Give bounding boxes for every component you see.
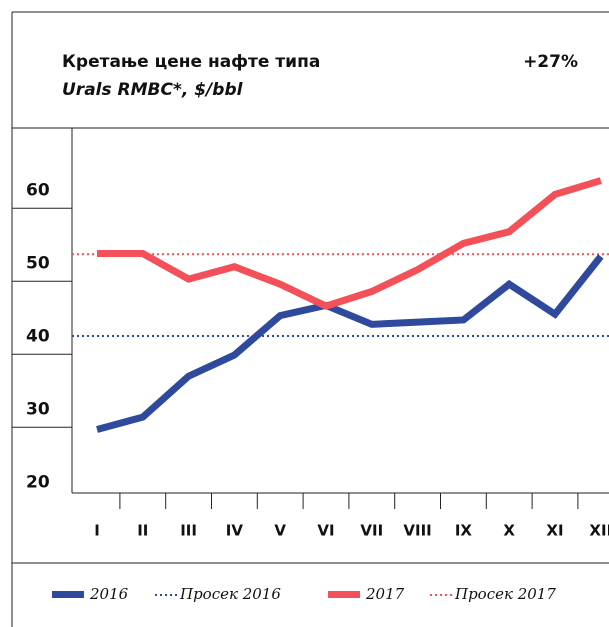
x-tick-label: XII bbox=[589, 522, 609, 540]
x-tick-label: VIII bbox=[403, 522, 431, 540]
legend-swatch bbox=[52, 591, 84, 598]
x-tick-label: VI bbox=[317, 522, 334, 540]
series-line bbox=[96, 254, 604, 433]
annotation: +27% bbox=[523, 52, 578, 72]
legend-label: Просек 2016 bbox=[179, 585, 281, 603]
y-tick-label: 60 bbox=[26, 180, 50, 200]
legend-label: 2016 bbox=[89, 585, 129, 603]
x-tick-label: XI bbox=[546, 522, 563, 540]
x-tick-label: IX bbox=[455, 522, 473, 540]
y-tick-label: 20 bbox=[26, 472, 50, 492]
legend-label: Просек 2017 bbox=[454, 585, 556, 603]
series-line bbox=[97, 177, 602, 310]
x-tick-label: IV bbox=[226, 522, 244, 540]
x-tick-label: III bbox=[180, 522, 197, 540]
chart-title: Кретање цене нафте типа bbox=[62, 52, 320, 72]
x-tick-label: VII bbox=[360, 522, 383, 540]
x-tick-label: X bbox=[503, 522, 515, 540]
y-tick-label: 50 bbox=[26, 253, 50, 273]
x-tick-label: I bbox=[94, 522, 100, 540]
x-tick-label: V bbox=[274, 522, 286, 540]
y-tick-label: 30 bbox=[26, 399, 50, 419]
x-tick-label: II bbox=[137, 522, 148, 540]
legend-label: 2017 bbox=[365, 585, 405, 603]
y-tick-label: 40 bbox=[26, 326, 50, 346]
legend-swatch bbox=[328, 591, 360, 598]
chart-subtitle: Urals RMBC*, $/bbl bbox=[62, 80, 244, 100]
